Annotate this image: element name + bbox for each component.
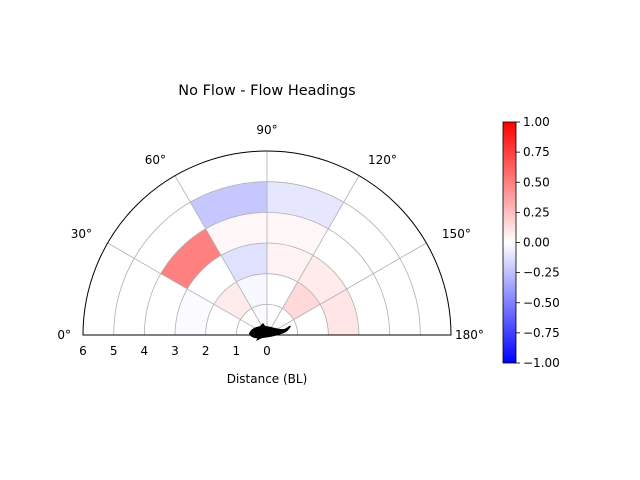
angle-tick-label: 60° (145, 153, 166, 167)
heatmap-cell (320, 289, 359, 335)
heatmap-cell (213, 281, 252, 320)
fish-fin (256, 337, 262, 341)
radial-tick-labels: 6 5 4 3 2 1 0 (79, 344, 271, 358)
heatmap-cell (373, 258, 421, 335)
radial-tick-label: 1 (233, 344, 241, 358)
angular-grid-line (174, 175, 268, 336)
heatmap-cell (190, 181, 267, 229)
radial-tick-label: 5 (110, 344, 118, 358)
fish-marker (249, 323, 291, 341)
colorbar-tick-label: 0.75 (523, 145, 550, 159)
angular-grid-line (107, 242, 268, 336)
polar-frame (82, 150, 452, 336)
angular-grid-line (266, 175, 360, 336)
heatmap-cell (175, 289, 214, 335)
radial-tick-label: 0 (263, 344, 271, 358)
heatmap-cell (297, 255, 347, 305)
heatmap-cell (267, 151, 359, 203)
colorbar-tick-label: 0.25 (523, 205, 550, 219)
angle-tick-label: 180° (455, 328, 484, 342)
heatmap-cells (83, 151, 451, 335)
colorbar: 1.00 0.75 0.50 0.25 0.00 −0.25 −0.50 −0.75 −1.00 (502, 115, 560, 370)
colorbar-tick-label: 0.50 (523, 175, 550, 189)
radial-tick-label: 6 (79, 344, 87, 358)
colorbar-tick-label: 0.00 (523, 236, 550, 250)
heatmap-cell (267, 243, 313, 282)
angle-tick-label: 120° (368, 153, 397, 167)
colorbar-tick-label: −0.50 (523, 296, 560, 310)
heatmap-cell (236, 273, 267, 309)
heatmap-cell (175, 151, 267, 203)
heatmap-cell (221, 243, 267, 282)
angle-tick-label: 90° (256, 123, 277, 137)
angle-tick-label: 150° (442, 227, 471, 241)
heatmap-cell (282, 281, 321, 320)
heatmap-cell (399, 243, 451, 335)
angle-tick-label: 0° (57, 328, 71, 342)
heatmap-cell (346, 273, 390, 335)
angle-tick-label: 30° (71, 227, 92, 241)
colorbar-tick-label: −0.25 (523, 266, 560, 280)
heatmap-cell (205, 304, 241, 335)
colorbar-tick-label: 1.00 (523, 115, 550, 129)
heatmap-cell (144, 273, 188, 335)
angular-grid-line (266, 242, 427, 336)
colorbar-tick-label: −1.00 (523, 356, 560, 370)
heatmap-cell (328, 202, 400, 274)
colorbar-gradient (502, 121, 517, 364)
heatmap-cell (343, 175, 427, 259)
radial-tick-label: 2 (202, 344, 210, 358)
heatmap-cell (160, 228, 221, 289)
polar-grid (82, 150, 452, 336)
chart-title: No Flow - Flow Headings (178, 83, 355, 99)
heatmap-cell (267, 212, 329, 256)
heatmap-cell (313, 228, 374, 289)
radial-tick-label: 3 (171, 344, 179, 358)
fish-fin (259, 323, 266, 327)
heatmap-cell (83, 243, 135, 335)
heatmap-cell (187, 255, 237, 305)
heatmap-cell (293, 304, 329, 335)
heatmap-cell (205, 212, 267, 256)
angle-tick-labels: 0° 30° 60° 90° 120° 150° 180° (57, 123, 484, 342)
fish-body (249, 325, 291, 339)
colorbar-tick-label: −0.75 (523, 326, 560, 340)
x-axis-label: Distance (BL) (227, 372, 308, 386)
heatmap-cell (113, 258, 161, 335)
radial-tick-label: 4 (141, 344, 149, 358)
colorbar-ticks: 1.00 0.75 0.50 0.25 0.00 −0.25 −0.50 −0.75 −1.00 (516, 115, 560, 370)
heatmap-cell (107, 175, 191, 259)
heatmap-cell (267, 181, 344, 229)
heatmap-cell (134, 202, 206, 274)
heatmap-cell (267, 273, 298, 309)
